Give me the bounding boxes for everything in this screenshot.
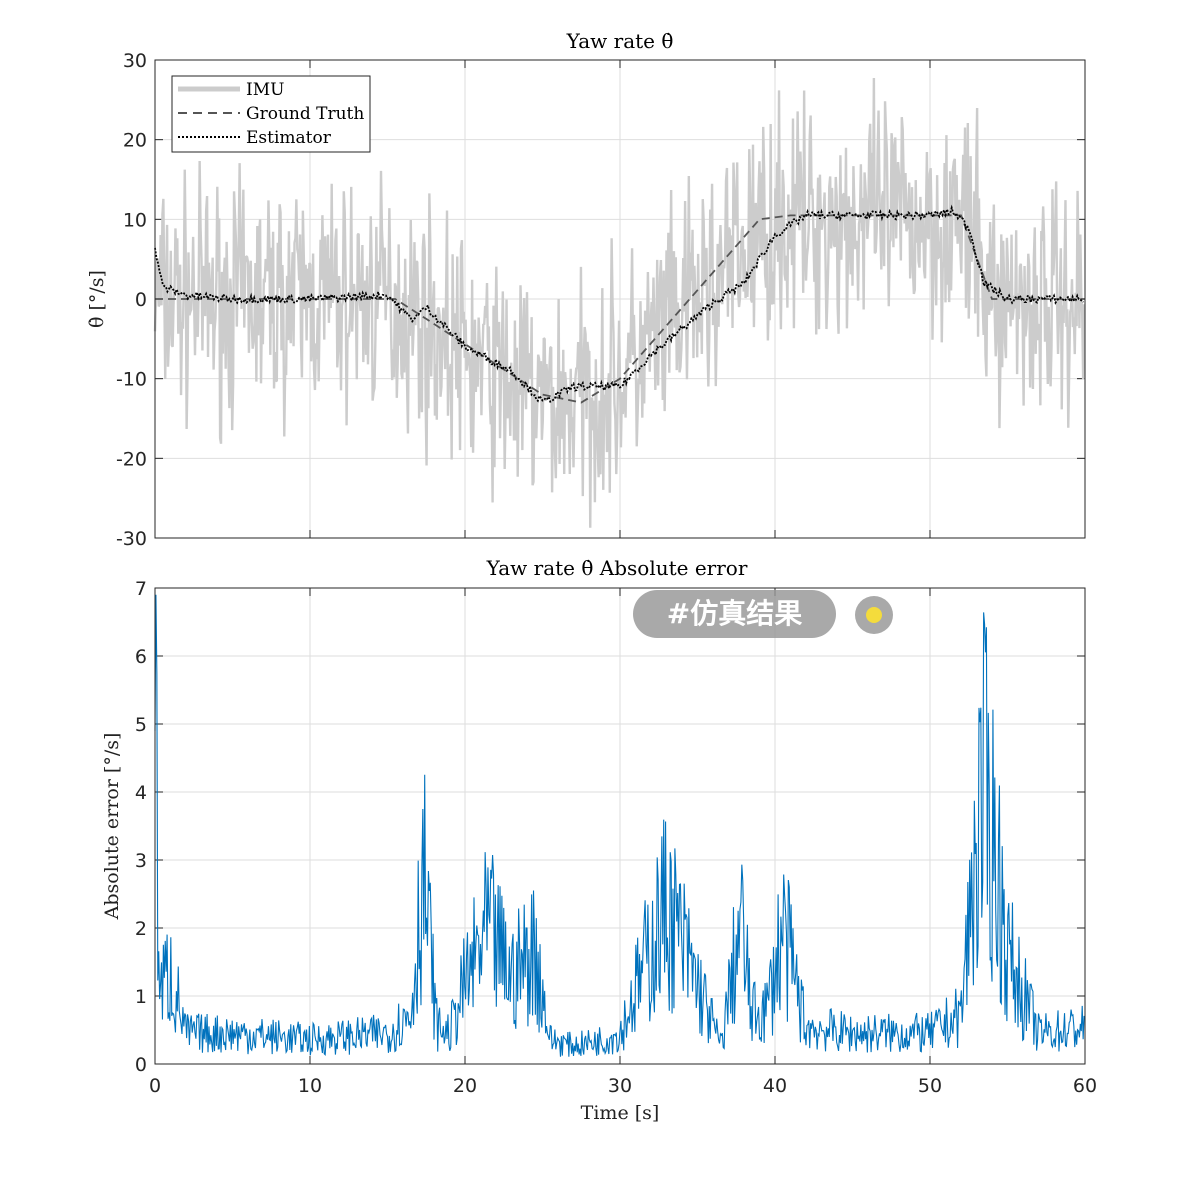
record-indicator-icon <box>855 596 893 634</box>
y-tick-label: 0 <box>135 289 147 311</box>
y-tick-label: 4 <box>135 782 147 804</box>
abs-error-y-ticks: 7 6 5 4 3 2 1 0 <box>135 578 147 1076</box>
x-tick-label: 10 <box>298 1075 322 1097</box>
x-tick-label: 50 <box>918 1075 942 1097</box>
y-tick-label: 7 <box>135 578 147 600</box>
yaw-rate-title: Yaw rate θ̇ <box>566 29 674 53</box>
y-tick-label: -20 <box>116 448 147 470</box>
abs-error-x-ticks: 0 10 20 30 40 50 60 <box>149 1075 1097 1097</box>
y-tick-label: -10 <box>116 369 147 391</box>
y-tick-label: 0 <box>135 1054 147 1076</box>
yaw-rate-y-ticks: 30 20 10 0 -10 -20 -30 <box>116 50 147 550</box>
y-tick-label: 10 <box>123 209 147 231</box>
legend-estimator-label: Estimator <box>246 128 332 148</box>
legend-imu-label: IMU <box>246 80 284 100</box>
y-tick-label: 5 <box>135 714 147 736</box>
x-tick-label: 30 <box>608 1075 632 1097</box>
series-ground-truth <box>155 214 1085 404</box>
x-tick-label: 40 <box>763 1075 787 1097</box>
y-tick-label: 6 <box>135 646 147 668</box>
yaw-rate-axes-frame <box>154 59 1086 539</box>
y-tick-label: -30 <box>116 528 147 550</box>
x-tick-label: 60 <box>1073 1075 1097 1097</box>
legend: IMU Ground Truth Estimator <box>171 75 371 153</box>
yaw-rate-ylabel: θ̇ [°/s] <box>86 270 108 328</box>
abs-error-ylabel: Absolute error [°/s] <box>101 733 123 921</box>
legend-ground-truth-label: Ground Truth <box>246 104 364 124</box>
abs-error-xlabel: Time [s] <box>581 1102 660 1124</box>
y-tick-label: 30 <box>123 50 147 72</box>
abs-error-axes-frame <box>154 587 1086 1065</box>
series-absolute-error <box>154 594 1085 1057</box>
series-imu <box>153 78 1086 528</box>
y-tick-label: 20 <box>123 130 147 152</box>
simulation-result-tag[interactable]: #仿真结果 <box>633 590 836 638</box>
yaw-rate-axes: 30 20 10 0 -10 -20 -30 Yaw rate θ̇ θ̇ [°/s] IM… <box>86 29 1086 550</box>
yaw-rate-series <box>153 78 1086 528</box>
abs-error-series <box>154 594 1085 1057</box>
abs-error-title: Yaw rate θ̇ Absolute error <box>486 556 748 580</box>
y-tick-label: 2 <box>135 918 147 940</box>
x-tick-label: 0 <box>149 1075 161 1097</box>
series-estimator <box>154 204 1084 403</box>
x-tick-label: 20 <box>453 1075 477 1097</box>
y-tick-label: 3 <box>135 850 147 872</box>
y-tick-label: 1 <box>135 986 147 1008</box>
